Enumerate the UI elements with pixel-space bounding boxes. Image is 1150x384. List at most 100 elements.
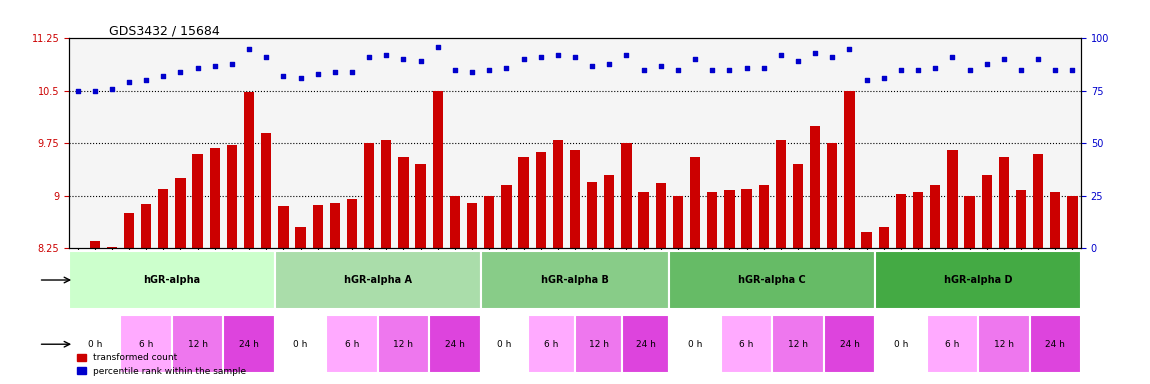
Point xyxy=(291,75,309,81)
Point xyxy=(514,56,532,63)
Point xyxy=(325,69,344,75)
Point xyxy=(960,67,979,73)
Point xyxy=(618,52,636,58)
Point xyxy=(531,54,550,60)
Bar xyxy=(244,92,254,248)
Point xyxy=(600,60,619,66)
FancyBboxPatch shape xyxy=(669,315,721,373)
Bar xyxy=(586,182,597,248)
FancyBboxPatch shape xyxy=(69,315,121,373)
Bar xyxy=(1050,192,1060,248)
Text: 6 h: 6 h xyxy=(945,340,959,349)
Text: 6 h: 6 h xyxy=(345,340,359,349)
Bar xyxy=(879,227,889,248)
Bar xyxy=(107,247,117,248)
Text: hGR-alpha: hGR-alpha xyxy=(144,275,200,285)
Point xyxy=(635,67,653,73)
Bar xyxy=(810,126,820,248)
Bar xyxy=(415,164,426,248)
Point xyxy=(68,88,86,94)
Text: hGR-alpha D: hGR-alpha D xyxy=(944,275,1012,285)
Point xyxy=(720,67,738,73)
Text: hGR-alpha B: hGR-alpha B xyxy=(540,275,610,285)
Point xyxy=(583,63,601,69)
Text: 6 h: 6 h xyxy=(739,340,753,349)
Point xyxy=(154,73,172,79)
Bar xyxy=(450,195,460,248)
Bar xyxy=(159,189,169,248)
Point xyxy=(412,58,430,65)
FancyBboxPatch shape xyxy=(721,315,773,373)
Text: 0 h: 0 h xyxy=(87,340,102,349)
FancyBboxPatch shape xyxy=(927,315,979,373)
Point xyxy=(806,50,825,56)
Bar xyxy=(72,248,83,250)
Point xyxy=(102,86,121,92)
Text: 12 h: 12 h xyxy=(393,340,414,349)
Text: 6 h: 6 h xyxy=(139,340,153,349)
Bar xyxy=(673,195,683,248)
Point xyxy=(171,69,190,75)
Text: 0 h: 0 h xyxy=(293,340,308,349)
Text: 12 h: 12 h xyxy=(994,340,1014,349)
Text: 0 h: 0 h xyxy=(894,340,909,349)
FancyBboxPatch shape xyxy=(171,315,223,373)
Point xyxy=(908,67,927,73)
Point xyxy=(1012,67,1030,73)
Point xyxy=(189,65,207,71)
Bar xyxy=(90,241,100,248)
Text: GDS3432 / 15684: GDS3432 / 15684 xyxy=(109,24,221,37)
Point xyxy=(858,77,876,83)
Text: 24 h: 24 h xyxy=(445,340,465,349)
Text: 12 h: 12 h xyxy=(788,340,808,349)
Point xyxy=(223,60,241,66)
Bar xyxy=(742,189,752,248)
FancyBboxPatch shape xyxy=(481,251,669,309)
Point xyxy=(429,44,447,50)
Text: hGR-alpha C: hGR-alpha C xyxy=(738,275,806,285)
FancyBboxPatch shape xyxy=(121,315,171,373)
Point xyxy=(497,65,515,71)
Bar xyxy=(690,157,700,248)
Bar xyxy=(930,185,941,248)
Point xyxy=(1029,56,1048,63)
Point xyxy=(480,67,498,73)
Point xyxy=(463,69,482,75)
Point xyxy=(549,52,567,58)
FancyBboxPatch shape xyxy=(575,315,622,373)
FancyBboxPatch shape xyxy=(275,251,481,309)
Bar xyxy=(432,91,443,248)
Text: 12 h: 12 h xyxy=(187,340,208,349)
Point xyxy=(789,58,807,65)
Bar xyxy=(861,232,872,248)
Bar xyxy=(536,152,546,248)
Bar xyxy=(844,91,854,248)
Bar xyxy=(484,195,494,248)
Point xyxy=(1046,67,1065,73)
Point xyxy=(652,63,670,69)
Point xyxy=(566,54,584,60)
Bar xyxy=(913,192,923,248)
Bar xyxy=(827,143,837,248)
FancyBboxPatch shape xyxy=(481,315,528,373)
FancyBboxPatch shape xyxy=(327,315,377,373)
Text: 24 h: 24 h xyxy=(239,340,259,349)
Bar xyxy=(398,157,408,248)
Bar xyxy=(261,133,271,248)
Bar xyxy=(519,157,529,248)
Bar xyxy=(296,227,306,248)
Bar xyxy=(553,140,564,248)
FancyBboxPatch shape xyxy=(875,251,1081,309)
Point xyxy=(943,54,961,60)
Point xyxy=(978,60,996,66)
Legend: transformed count, percentile rank within the sample: transformed count, percentile rank withi… xyxy=(74,350,250,379)
Text: 24 h: 24 h xyxy=(840,340,859,349)
Bar xyxy=(707,192,718,248)
Point xyxy=(343,69,361,75)
Bar xyxy=(656,183,666,248)
FancyBboxPatch shape xyxy=(69,251,275,309)
Bar xyxy=(467,202,477,248)
Bar xyxy=(141,204,152,248)
Bar xyxy=(965,195,975,248)
Bar xyxy=(192,154,202,248)
